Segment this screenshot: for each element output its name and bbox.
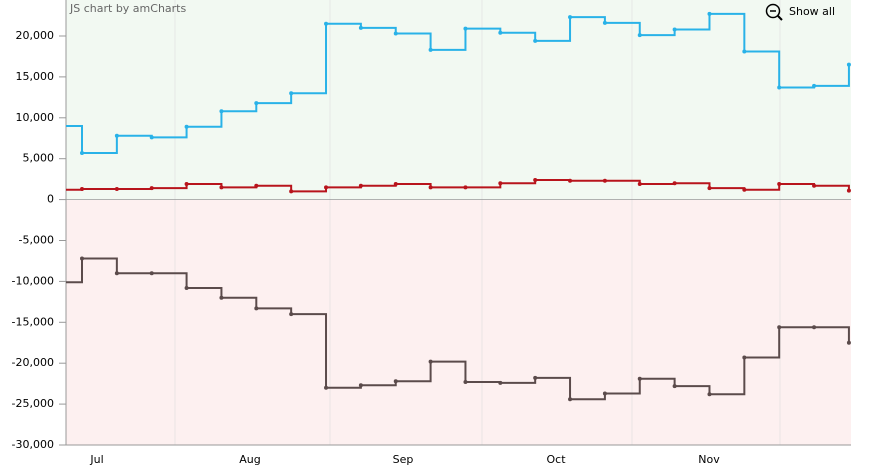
x-month-label: Aug [239, 453, 260, 466]
y-tick-label: 0 [47, 193, 54, 206]
data-point [393, 31, 398, 36]
data-point [80, 256, 84, 261]
data-point [742, 355, 747, 360]
y-tick-label: -30,000 [12, 438, 54, 451]
data-point [777, 325, 782, 330]
data-point [358, 183, 363, 188]
zoom-label[interactable]: Show all [789, 5, 835, 18]
credit: JS chart by amCharts [69, 2, 186, 15]
data-point [742, 187, 747, 192]
data-point [289, 189, 294, 194]
y-tick-label: -20,000 [12, 356, 54, 369]
data-point [602, 20, 607, 25]
data-point [149, 186, 154, 191]
data-point [637, 376, 642, 381]
data-point [742, 49, 747, 54]
data-point [533, 38, 538, 43]
data-point [289, 312, 294, 317]
positive-area [66, 0, 851, 200]
data-point [672, 181, 677, 186]
data-point [114, 186, 119, 191]
series-line [66, 178, 850, 193]
data-point [428, 359, 433, 364]
data-point [568, 15, 573, 20]
data-point [498, 181, 503, 186]
data-point [672, 27, 677, 32]
x-month-label: Jul [89, 453, 103, 466]
data-point [219, 109, 224, 114]
data-point [393, 379, 398, 384]
data-point [219, 185, 224, 190]
data-point [289, 91, 294, 96]
data-point [114, 133, 119, 138]
y-tick-label: 20,000 [16, 29, 55, 42]
data-point [184, 124, 189, 129]
data-point [324, 185, 329, 190]
series-line [66, 12, 850, 154]
y-tick-label: -25,000 [12, 397, 54, 410]
data-point [254, 101, 259, 106]
y-tick-label: 5,000 [23, 152, 55, 165]
negative-area [66, 199, 851, 445]
data-point [707, 186, 712, 191]
data-point [80, 186, 84, 191]
data-point [324, 21, 329, 26]
y-tick-label: 10,000 [16, 111, 55, 124]
data-point [324, 385, 329, 390]
x-month-label: Oct [546, 453, 566, 466]
data-point [428, 185, 433, 190]
data-point [184, 285, 189, 290]
data-point [707, 11, 712, 16]
data-point [184, 182, 189, 187]
data-point [777, 182, 782, 187]
data-point [637, 182, 642, 187]
zoom-button[interactable]: Show all [765, 3, 836, 21]
y-tick-label: 15,000 [16, 70, 55, 83]
data-point [149, 135, 154, 140]
data-point [707, 392, 712, 397]
data-point [846, 188, 851, 193]
y-tick-label: -15,000 [12, 315, 54, 328]
data-point [114, 271, 119, 276]
data-point [498, 380, 503, 385]
data-point [846, 340, 851, 345]
data-point [533, 375, 538, 380]
data-point [812, 83, 817, 88]
data-point [777, 85, 782, 90]
data-point [463, 380, 468, 385]
data-point [533, 177, 538, 182]
data-point [498, 30, 503, 35]
data-point [602, 178, 607, 183]
y-tick-label: -10,000 [12, 274, 54, 287]
data-point [812, 325, 817, 330]
data-point [602, 391, 607, 396]
x-month-label: Sep [393, 453, 414, 466]
data-point [254, 306, 259, 311]
data-point [219, 295, 224, 300]
data-point [846, 62, 851, 67]
data-point [637, 33, 642, 38]
x-month-label: Nov [698, 453, 720, 466]
data-point [45, 188, 49, 192]
data-point [358, 25, 363, 30]
data-point [149, 271, 154, 276]
data-point [254, 183, 259, 188]
data-point [463, 26, 468, 31]
data-point [45, 124, 49, 128]
data-point [393, 182, 398, 187]
y-tick-label: -5,000 [19, 233, 54, 246]
data-point [428, 47, 433, 52]
data-point [672, 384, 677, 389]
data-point [568, 178, 573, 183]
data-point [358, 383, 363, 388]
data-point [80, 150, 84, 155]
series-line [66, 257, 850, 401]
data-point [463, 185, 468, 190]
data-point [568, 397, 573, 402]
data-point [812, 183, 817, 188]
